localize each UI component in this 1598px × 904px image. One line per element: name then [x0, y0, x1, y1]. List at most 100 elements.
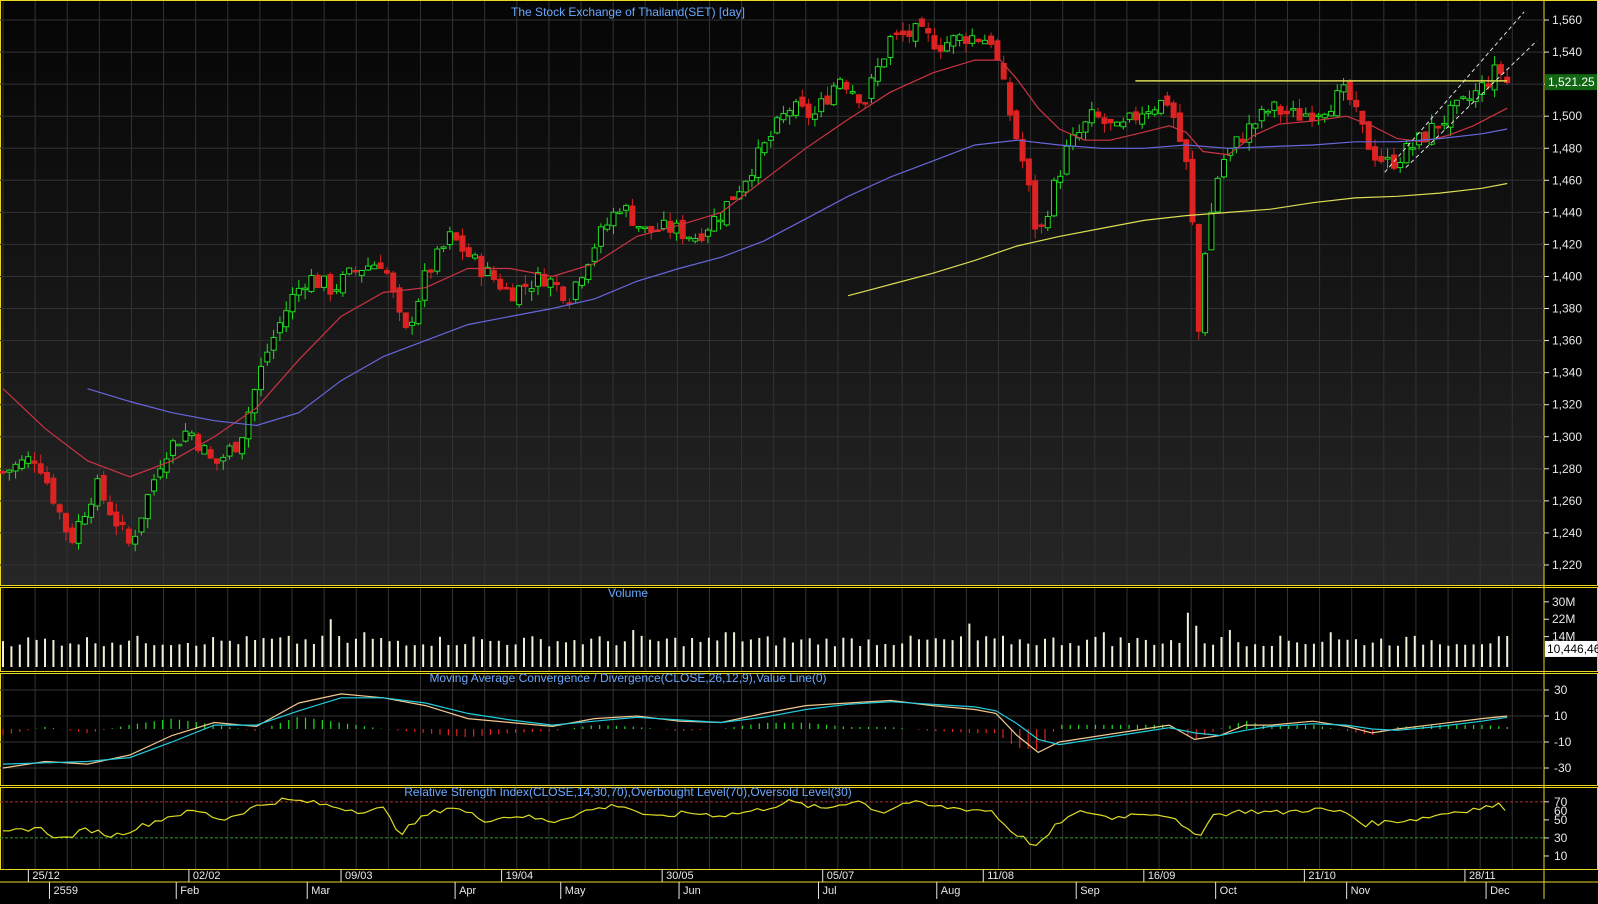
candle-up [226, 445, 233, 457]
candle-down [503, 287, 510, 290]
price-tick-label: 1,440 [1552, 205, 1582, 219]
candle-up [264, 351, 271, 363]
candle-down [937, 45, 944, 52]
last-price-label: 1,521.25 [1548, 75, 1595, 89]
price-tick-label: 1,480 [1552, 141, 1582, 155]
candle-up [176, 443, 183, 447]
candle-up [830, 85, 837, 106]
candle-down [314, 274, 321, 289]
price-tick-label: 1,560 [1552, 13, 1582, 27]
candle-up [579, 277, 586, 286]
candle-down [427, 269, 434, 273]
candle-down [730, 196, 737, 201]
candle-up [572, 281, 579, 300]
candle-down [1095, 111, 1102, 118]
candle-down [1353, 99, 1360, 108]
candle-down [1497, 64, 1504, 75]
date-label: 30/05 [666, 870, 694, 882]
candle-down [1283, 110, 1290, 115]
date-label: 19/04 [506, 870, 534, 882]
candle-up [1491, 64, 1498, 91]
candle-up [1252, 123, 1259, 129]
candle-up [635, 225, 642, 229]
candle-up [755, 147, 762, 179]
candle-up [1334, 90, 1341, 117]
candle-down [0, 470, 6, 474]
rsi-line [2, 797, 1506, 846]
candle-up [409, 321, 416, 326]
last-price-badge [1545, 74, 1597, 91]
candle-up [333, 289, 340, 292]
candle-up [849, 91, 856, 94]
candle-up [1466, 98, 1473, 101]
candle-down [1038, 224, 1045, 227]
candle-down [402, 312, 409, 329]
candle-up [270, 336, 277, 351]
candle-up [786, 110, 793, 117]
candle-up [1428, 122, 1435, 145]
candle-down [125, 528, 132, 544]
price-tick-label: 1,540 [1552, 45, 1582, 59]
candle-up [1315, 114, 1322, 118]
candle-down [1277, 106, 1284, 115]
candle-down [1504, 76, 1511, 84]
price-tick-label: 1,320 [1552, 398, 1582, 412]
candle-down [490, 270, 497, 280]
candle-up [283, 310, 290, 328]
candle-up [1126, 112, 1133, 121]
candle-down [1019, 138, 1026, 162]
month-label: Aug [941, 885, 961, 897]
candle-up [346, 267, 353, 275]
date-label: 09/03 [345, 870, 373, 882]
rsi-panel-title: Relative Strength Index(CLOSE,14,30,70),… [404, 785, 852, 799]
candle-down [1132, 111, 1139, 121]
candle-down [855, 94, 862, 104]
candle-up [881, 58, 888, 68]
candle-up [144, 494, 151, 520]
candle-up [302, 287, 309, 291]
candle-down [906, 30, 913, 37]
candle-up [434, 248, 441, 272]
rsi-tick-label: 50 [1554, 813, 1568, 827]
volume-panel-title: Volume [608, 586, 648, 600]
candle-down [390, 272, 397, 293]
candle-up [1409, 147, 1416, 150]
candle-up [1051, 179, 1058, 217]
candle-up [597, 226, 604, 247]
volume-tick-label: 22M [1552, 612, 1575, 626]
candle-up [793, 101, 800, 116]
candle-up [912, 23, 919, 42]
candle-up [1158, 99, 1165, 114]
rsi-tick-label: 60 [1554, 804, 1568, 818]
rsi-tick-label: 70 [1554, 795, 1568, 809]
candle-down [195, 433, 202, 451]
candle-down [207, 449, 214, 459]
date-label: 16/09 [1148, 870, 1176, 882]
candle-up [1397, 161, 1404, 169]
candle-down [560, 286, 567, 301]
candle-up [641, 226, 648, 229]
candle-down [100, 474, 107, 501]
candle-up [415, 300, 422, 325]
candle-down [1195, 224, 1202, 332]
trend-channel-line [1384, 11, 1525, 173]
candle-down [1296, 108, 1303, 121]
candle-down [1013, 110, 1020, 140]
candle-down [478, 255, 485, 278]
candle-up [1069, 134, 1076, 147]
month-label: May [565, 885, 586, 897]
candle-down [1372, 146, 1379, 161]
candle-up [1460, 96, 1467, 99]
candle-down [541, 273, 548, 287]
candle-up [1384, 156, 1391, 160]
candle-down [698, 233, 705, 242]
candle-up [1151, 109, 1158, 115]
candle-up [1327, 110, 1334, 117]
volume-tick-label: 14M [1552, 630, 1575, 644]
price-tick-label: 1,360 [1552, 334, 1582, 348]
candle-up [660, 219, 667, 230]
macd-line [2, 693, 1508, 769]
candle-up [1472, 90, 1479, 102]
